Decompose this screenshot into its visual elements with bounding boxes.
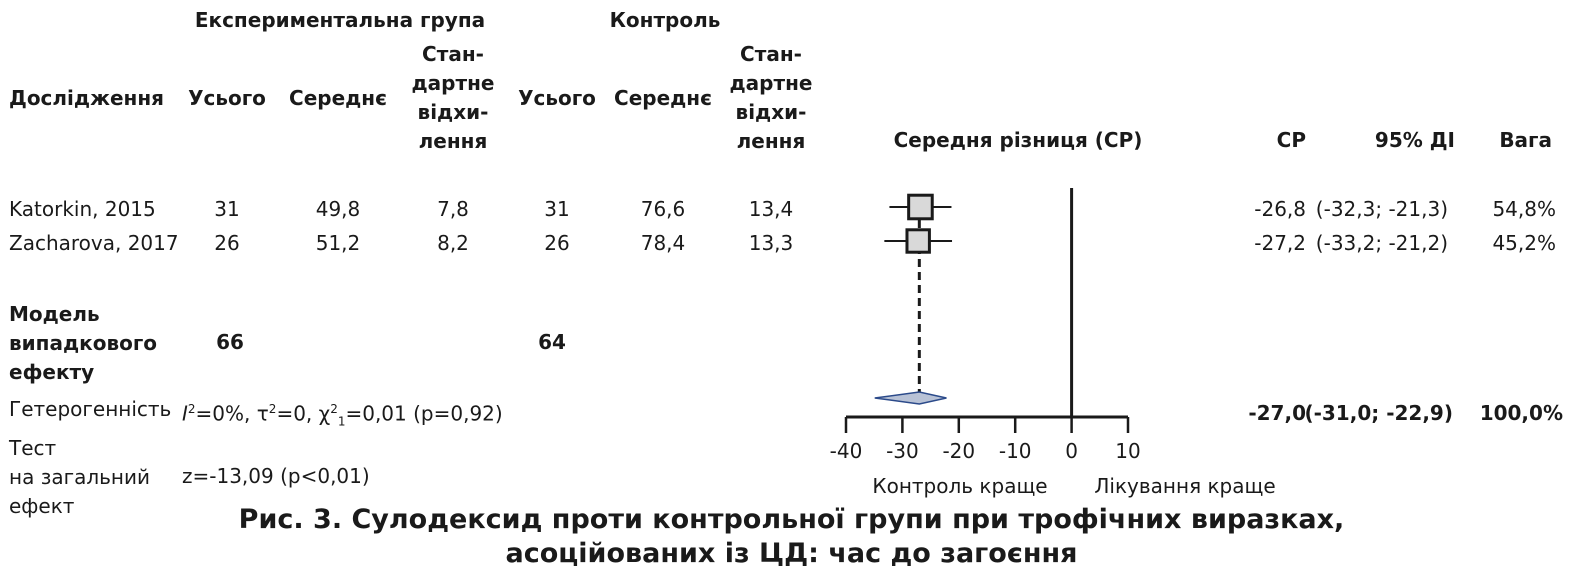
study-ctrl-mean: 76,6 (640, 197, 686, 221)
heterogeneity-label: Гетерогенність (9, 397, 172, 421)
study-ctrl-total: 31 (544, 197, 570, 221)
study-md: -26,8 (1254, 197, 1306, 221)
study-ctrl-mean: 78,4 (640, 231, 686, 255)
weight-column-header: Вага (1499, 128, 1552, 152)
ctrl-mean-header: Середнє (614, 86, 712, 110)
x-tick-label: -40 (830, 439, 863, 463)
md-column-header: СР (1276, 128, 1306, 152)
caption-line: Рис. 3. Сулодексид проти контрольної гру… (238, 504, 1345, 535)
study-weight: 54,8% (1492, 197, 1556, 221)
study-exp-total: 26 (214, 231, 240, 255)
x-tick-label: 0 (1065, 439, 1078, 463)
study-exp-mean: 49,8 (315, 197, 361, 221)
study-ctrl-sd: 13,4 (748, 197, 794, 221)
x-tick-label: -10 (999, 439, 1032, 463)
study-exp-mean: 51,2 (315, 231, 361, 255)
study-ci: (-32,3; -21,3) (1315, 197, 1448, 221)
study-weight: 45,2% (1492, 231, 1556, 255)
study-effect-box (907, 193, 934, 221)
summary-weight: 100,0% (1479, 401, 1563, 425)
exp-mean-header: Середнє (289, 86, 387, 110)
study-column-header: Дослідження (9, 86, 165, 110)
study-ci: (-33,2; -21,2) (1315, 231, 1448, 255)
x-tick-label: -20 (942, 439, 975, 463)
summary-exp-total: 66 (216, 330, 244, 354)
overall-test-label: Тест на загальний ефект (9, 436, 150, 518)
control-better-label: Контроль краще (872, 474, 1048, 498)
plot-column-header: Середня різниця (СР) (893, 128, 1143, 152)
study-exp-sd: 7,8 (437, 197, 469, 221)
summary-ci: (-31,0; -22,9) (1304, 401, 1453, 425)
exp-sd-header: Стан-дартне відхи-лення (411, 42, 495, 153)
study-name: Katorkin, 2015 (9, 197, 156, 221)
ci-column-header: 95% ДІ (1374, 128, 1455, 152)
caption-line: асоційованих із ЦД: час до загоєння (505, 538, 1078, 569)
treatment-better-label: Лікування краще (1094, 474, 1276, 498)
ctrl-total-header: Усього (518, 86, 596, 110)
study-md: -27,2 (1254, 231, 1306, 255)
study-ctrl-sd: 13,3 (748, 231, 794, 255)
study-name: Zacharova, 2017 (9, 231, 179, 255)
random-effects-label: Модель випадкового ефекту (9, 302, 158, 384)
ctrl-sd-header: Стан-дартне відхи-лення (729, 42, 813, 153)
study-effect-box (905, 228, 931, 254)
exp-total-header: Усього (188, 86, 266, 110)
study-exp-sd: 8,2 (437, 231, 469, 255)
experimental-group-header: Експериментальна група (194, 8, 486, 32)
study-exp-total: 31 (214, 197, 240, 221)
summary-ctrl-total: 64 (538, 330, 566, 354)
heterogeneity-stats: I2=0%, τ2=0, χ21=0,01 (p=0,92) (182, 401, 503, 429)
study-ctrl-total: 26 (544, 231, 570, 255)
summary-md: -27,0 (1248, 401, 1306, 425)
control-group-header: Контроль (609, 8, 721, 32)
x-tick-label: -30 (886, 439, 919, 463)
overall-test-value: z=-13,09 (p<0,01) (182, 464, 370, 488)
figure-caption: Рис. 3. Сулодексид проти контрольної гру… (0, 503, 1583, 571)
x-tick-label: 10 (1115, 439, 1140, 463)
pooled-diamond (874, 391, 947, 405)
